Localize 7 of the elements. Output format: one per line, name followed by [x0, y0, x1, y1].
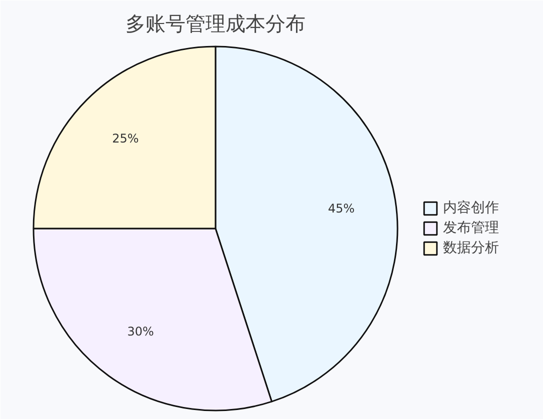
legend-label: 数据分析 — [443, 239, 499, 257]
data-label: 30% — [127, 324, 154, 339]
legend-label: 内容创作 — [443, 199, 499, 217]
data-label: 45% — [328, 202, 355, 216]
legend-label: 发布管理 — [443, 219, 499, 237]
data-label: 25% — [112, 131, 139, 146]
chart-title: 多账号管理成本分布 — [126, 12, 306, 36]
